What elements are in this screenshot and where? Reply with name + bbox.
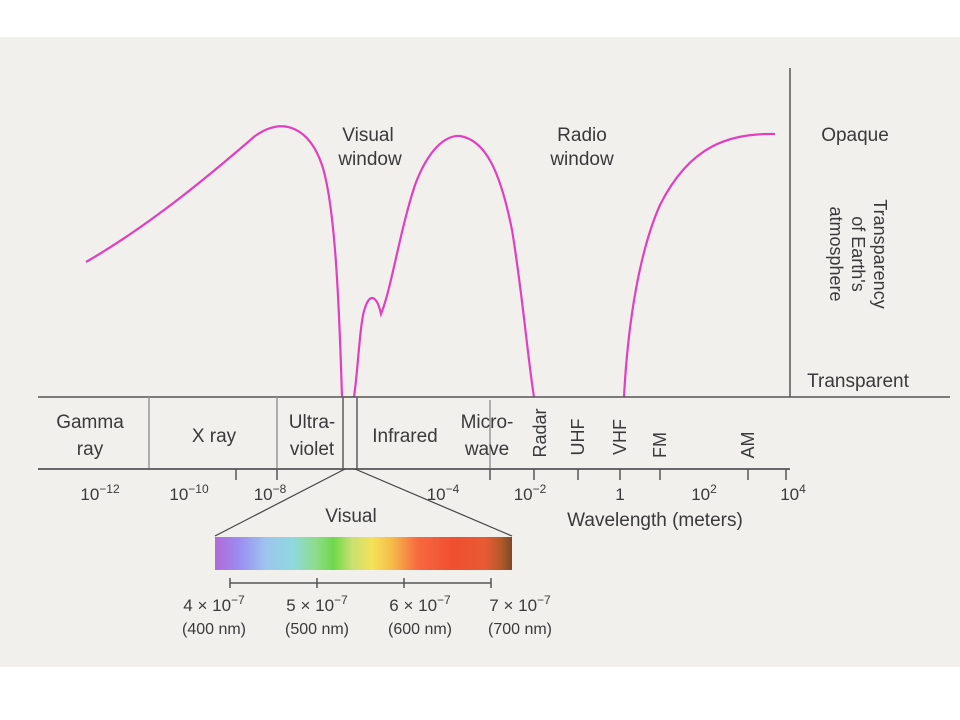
- visible-zoom: Visual: [214, 396, 513, 588]
- band-label: Radar: [530, 408, 550, 457]
- band-label: violet: [290, 439, 335, 460]
- visible-wavelength-value: 4 × 10: [183, 596, 231, 615]
- visible-nm-label: (400 nm): [182, 621, 246, 638]
- wavelength-tick-label: 10−8: [254, 482, 287, 504]
- band-label: UHF: [568, 419, 588, 456]
- tick-exponent: 2: [710, 482, 717, 496]
- curve-gamma-xray-uv: [85, 125, 344, 398]
- visible-wavelength-label: 6 × 10−7: [389, 593, 451, 615]
- radio-window-label-line2: window: [549, 149, 614, 170]
- band-label: AM: [738, 432, 758, 459]
- visible-nm-label: (700 nm): [488, 621, 552, 638]
- tick-exponent: −8: [273, 482, 287, 496]
- tick-exponent: −4: [446, 482, 460, 496]
- band-label: Infrared: [372, 426, 437, 447]
- tick-exponent: −12: [99, 482, 120, 496]
- tick-exponent: −2: [533, 482, 547, 496]
- visible-wavelength-value: 5 × 10: [286, 596, 334, 615]
- transparency-title-line2: of Earth's: [848, 216, 868, 291]
- transparency-axis: Opaque Transparent Transparency of Earth…: [789, 68, 910, 397]
- tick-base: 10: [691, 485, 710, 504]
- band-label: Ultra-: [289, 412, 335, 433]
- radio-window-label-line1: Radio: [557, 125, 607, 146]
- wavelength-tick-label: 102: [691, 482, 717, 504]
- band-label: FM: [650, 432, 670, 458]
- curve-radio-am: [622, 132, 776, 398]
- tick-base: 10: [80, 485, 99, 504]
- band-label: VHF: [610, 419, 630, 455]
- tick-base: 10: [514, 485, 533, 504]
- wavelength-tick-label: 1: [615, 485, 624, 504]
- visual-window-label-line1: Visual: [342, 125, 393, 146]
- wavelength-tick-label: 10−4: [427, 482, 460, 504]
- visible-scale-labels: 4 × 10−7(400 nm)5 × 10−7(500 nm)6 × 10−7…: [182, 593, 552, 638]
- curve-visual-infrared: [352, 134, 536, 398]
- visible-spectrum-bar: [215, 537, 512, 570]
- visible-nm-label: (500 nm): [285, 621, 349, 638]
- band-labels: Gamma ray X ray Ultra-violet Infrared Micro-w…: [56, 408, 758, 460]
- wavelength-axis-title: Wavelength (meters): [567, 510, 743, 531]
- visible-wavelength-label: 5 × 10−7: [286, 593, 348, 615]
- visible-wavelength-exponent: −7: [437, 593, 451, 607]
- tick-base: 10: [427, 485, 446, 504]
- zoom-line-right: [354, 468, 513, 537]
- tick-exponent: 4: [799, 482, 806, 496]
- band-label: ray: [77, 439, 104, 460]
- wavelength-tick-label: 10−10: [169, 482, 209, 504]
- band-label: wave: [464, 439, 509, 460]
- tick-base: 1: [615, 485, 624, 504]
- zoom-line-left: [214, 468, 346, 537]
- visible-slice-marker: [342, 396, 358, 470]
- opaque-label: Opaque: [821, 125, 889, 146]
- curve-labels: Visual window Radio window: [337, 125, 614, 170]
- visible-nm-label: (600 nm): [388, 621, 452, 638]
- band-label: X ray: [192, 426, 237, 447]
- visual-label: Visual: [325, 506, 376, 527]
- wavelength-tick-label: 104: [780, 482, 806, 504]
- tick-exponent: −10: [188, 482, 209, 496]
- visible-wavelength-label: 7 × 10−7: [489, 593, 551, 615]
- visible-wavelength-exponent: −7: [537, 593, 551, 607]
- transparent-label: Transparent: [807, 371, 909, 392]
- transparency-title-line3: atmosphere: [826, 206, 846, 301]
- wavelength-axis: [38, 468, 790, 480]
- tick-base: 10: [780, 485, 799, 504]
- wavelength-tick-labels: 10−12 10−10 10−8 10−4 10−2 1 102 104: [80, 482, 806, 504]
- tick-base: 10: [169, 485, 188, 504]
- tick-base: 10: [254, 485, 273, 504]
- wavelength-tick-label: 10−2: [514, 482, 547, 504]
- visible-wavelength-label: 4 × 10−7: [183, 593, 245, 615]
- visible-wavelength-exponent: −7: [231, 593, 245, 607]
- visual-window-label-line2: window: [337, 149, 402, 170]
- visible-wavelength-value: 7 × 10: [489, 596, 537, 615]
- band-label: Micro-: [461, 412, 514, 433]
- band-label: Gamma: [56, 412, 124, 433]
- transparency-title-line1: Transparency: [870, 199, 890, 308]
- transparency-curves: [85, 125, 776, 398]
- visible-wavelength-value: 6 × 10: [389, 596, 437, 615]
- visible-wavelength-exponent: −7: [334, 593, 348, 607]
- wavelength-tick-label: 10−12: [80, 482, 120, 504]
